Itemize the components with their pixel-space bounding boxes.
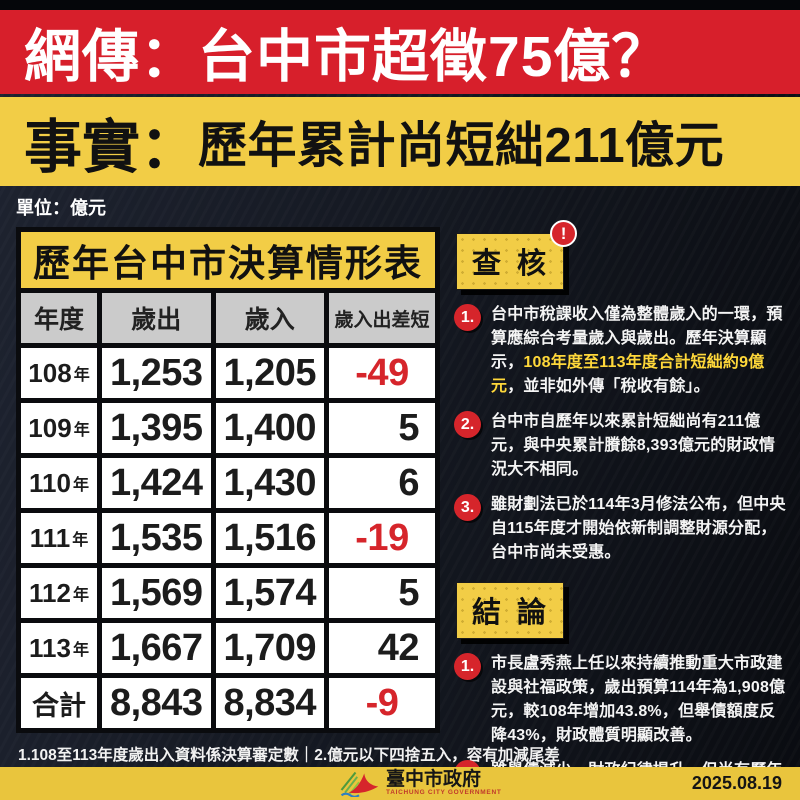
year-value: 108 [28, 357, 72, 388]
revenue-cell: 1,430 [215, 458, 324, 508]
year-cell: 108 年 [21, 348, 97, 398]
conclusion-heading-badge: 結 論 [456, 582, 565, 639]
expense-cell: 1,395 [102, 403, 211, 453]
year-value: 113 [29, 632, 71, 663]
check-heading-badge: 查 核 [456, 233, 565, 290]
conclusion-heading-wrap: 結 論 [456, 582, 565, 639]
year-value: 112 [29, 577, 71, 608]
col-header-diff: 歲入出差短 [329, 293, 435, 343]
year-value: 109 [28, 412, 72, 443]
taichung-logo-icon [340, 771, 379, 797]
conclusion-item-1: 1. 市長盧秀燕上任以來持續推動重大市政建設與社福政策，歲出預算114年為1,9… [454, 652, 788, 748]
footer-bar: 臺中市政府 TAICHUNG CITY GOVERNMENT 2025.08.1… [0, 767, 800, 800]
year-value: 110 [29, 467, 71, 498]
alert-exclamation-icon: ! [550, 220, 578, 247]
revenue-cell: 1,205 [215, 348, 324, 398]
diff-cell: 5 [329, 403, 435, 453]
fact-banner-prefix: 事實： [24, 114, 199, 180]
rumor-banner: 網傳：台中市超徵75億？ [0, 10, 800, 94]
top-black-strip [0, 0, 800, 10]
org-name-en: TAICHUNG CITY GOVERNMENT [386, 789, 502, 797]
check-item-3: 3. 雖財劃法已於114年3月修法公布，但中央自115年度才開始依新制調整財源分… [454, 493, 788, 565]
col-header-year: 年度 [21, 293, 97, 343]
diff-cell: 42 [329, 623, 435, 673]
revenue-cell: 1,400 [215, 403, 324, 453]
diff-cell: -49 [329, 348, 435, 398]
item-number-badge: 3. [454, 494, 481, 521]
revenue-cell: 1,709 [215, 623, 324, 673]
table-footnote: 1.108至113年度歲出入資料係決算審定數｜2.億元以下四捨五入，容有加減尾差 [18, 747, 560, 764]
year-cell: 110 年 [21, 458, 97, 508]
total-expense-cell: 8,843 [102, 678, 211, 728]
content-columns: 歷年台中市決算情形表 年度 歲出 歲入 歲入出差短 108 年 1,253 1,2… [0, 220, 800, 800]
total-label-cell: 合計 [21, 678, 97, 728]
check-item-1: 1. 台中市稅課收入僅為整體歲入的一環，預算應綜合考量歲入與歲出。歷年決算顯示，… [454, 303, 788, 399]
highlighted-text: 108年度至113年度合計短絀約9億元 [491, 354, 765, 395]
fact-banner: 事實： 歷年累計尚短絀211億元 [0, 97, 800, 186]
item-number-badge: 1. [454, 304, 481, 331]
org-name-block: 臺中市政府 TAICHUNG CITY GOVERNMENT [386, 768, 502, 797]
footer-date: 2025.08.19 [691, 773, 782, 793]
check-item-text: 雖財劃法已於114年3月修法公布，但中央自115年度才開始依新制調整財源分配，台… [491, 496, 786, 561]
org-logo: 臺中市政府 TAICHUNG CITY GOVERNMENT [338, 769, 502, 797]
budget-table: 歷年台中市決算情形表 年度 歲出 歲入 歲入出差短 108 年 1,253 1,2… [16, 227, 440, 733]
conclusion-item-text: 市長盧秀燕上任以來持續推動重大市政建設與社福政策，歲出預算114年為1,908億… [491, 655, 786, 744]
year-suffix: 年 [72, 587, 89, 604]
total-revenue-cell: 8,834 [215, 678, 324, 728]
year-cell: 113 年 [21, 623, 97, 673]
expense-cell: 1,667 [102, 623, 211, 673]
expense-cell: 1,253 [102, 348, 211, 398]
diff-cell: 6 [329, 458, 435, 508]
item-number-badge: 2. [454, 411, 481, 438]
check-item-text: 台中市自歷年以來累計短絀尚有211億元，與中央累計賸餘8,393億元的財政情況大… [491, 413, 776, 478]
check-heading-wrap: 查 核 ! [456, 220, 578, 290]
org-name: 臺中市政府 [386, 768, 482, 790]
year-cell: 112 年 [21, 568, 97, 618]
diff-cell: 5 [329, 568, 435, 618]
year-cell: 111 年 [21, 513, 97, 563]
diff-cell: -19 [329, 513, 435, 563]
year-suffix: 年 [72, 642, 89, 659]
year-suffix: 年 [72, 477, 89, 494]
expense-cell: 1,535 [102, 513, 211, 563]
year-value: 111 [29, 522, 71, 553]
year-suffix: 年 [73, 422, 90, 439]
expense-cell: 1,569 [102, 568, 211, 618]
check-item-text: 台中市稅課收入僅為整體歲入的一環，預算應綜合考量歲入與歲出。歷年決算顯示，108… [491, 303, 788, 399]
fact-banner-text: 歷年累計尚短絀211億元 [198, 119, 725, 173]
expense-cell: 1,424 [102, 458, 211, 508]
year-suffix: 年 [72, 532, 89, 549]
col-header-revenue: 歲入 [215, 293, 324, 343]
analysis-section: 查 核 ! 1. 台中市稅課收入僅為整體歲入的一環，預算應綜合考量歲入與歲出。歷… [454, 220, 788, 800]
item-number-badge: 1. [454, 653, 481, 680]
text-segment: 台中市稅課收入僅為整體歲入的一環，預算應綜合考量歲入與歲出。歷年決算顯示， [491, 306, 783, 371]
text-segment: ，並非如外傳「稅收有餘」。 [507, 378, 710, 395]
table-title: 歷年台中市決算情形表 [21, 232, 435, 288]
col-header-expense: 歲出 [102, 293, 211, 343]
total-diff-cell: -9 [329, 678, 435, 728]
check-item-2: 2. 台中市自歷年以來累計短絀尚有211億元，與中央累計賸餘8,393億元的財政… [454, 410, 788, 482]
table-section: 歷年台中市決算情形表 年度 歲出 歲入 歲入出差短 108 年 1,253 1,2… [16, 227, 560, 765]
year-cell: 109 年 [21, 403, 97, 453]
unit-label: 單位：億元 [16, 198, 106, 218]
revenue-cell: 1,516 [215, 513, 324, 563]
year-suffix: 年 [73, 367, 90, 384]
revenue-cell: 1,574 [215, 568, 324, 618]
rumor-banner-text: 網傳：台中市超徵75億？ [24, 25, 670, 89]
